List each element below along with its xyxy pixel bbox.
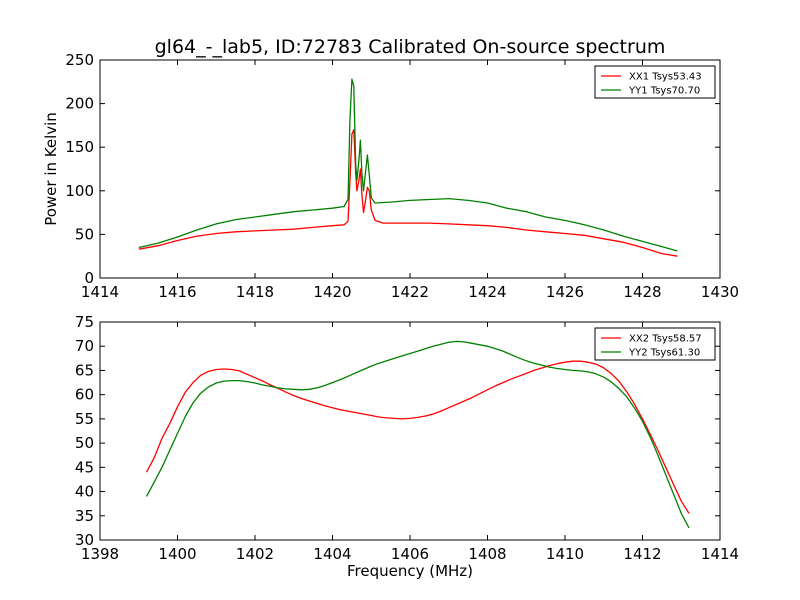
top-x-tick-label: 1422 xyxy=(391,283,429,301)
top-y-tick-label: 200 xyxy=(65,95,94,113)
bottom-legend-label-1: YY2 Tsys61.30 xyxy=(628,348,700,359)
bottom-y-tick-label: 60 xyxy=(75,386,94,404)
y-axis-label: Power in Kelvin xyxy=(42,112,60,226)
bottom-legend-label-0: XX2 Tsys58.57 xyxy=(629,334,702,345)
top-y-tick-label: 0 xyxy=(84,269,94,287)
top-series-line-1 xyxy=(138,78,678,252)
bottom-y-tick-label: 40 xyxy=(75,483,94,501)
bottom-legend: XX2 Tsys58.57 YY2 Tsys61.30 xyxy=(594,327,716,361)
bottom-legend-box xyxy=(594,327,716,361)
top-legend-label-0: XX1 Tsys53.43 xyxy=(629,72,702,83)
bottom-y-tick-label: 30 xyxy=(75,531,94,549)
bottom-x-tick-label: 1410 xyxy=(546,545,584,563)
top-x-tick-label: 1416 xyxy=(158,283,196,301)
bottom-x-tick-label: 1402 xyxy=(236,545,274,563)
bottom-x-tick-label: 1406 xyxy=(391,545,429,563)
bottom-x-tick-label: 1412 xyxy=(623,545,661,563)
bottom-y-tick-label: 35 xyxy=(75,507,94,525)
bottom-x-tick-label: 1400 xyxy=(158,545,196,563)
top-y-tick-label: 250 xyxy=(65,51,94,69)
top-x-tick-label: 1424 xyxy=(468,283,506,301)
bottom-y-tick-label: 50 xyxy=(75,434,94,452)
bottom-y-tick-label: 70 xyxy=(75,337,94,355)
top-x-tick-label: 1430 xyxy=(701,283,739,301)
top-x-tick-label: 1428 xyxy=(623,283,661,301)
x-axis-label: Frequency (MHz) xyxy=(347,562,473,580)
top-series-line-0 xyxy=(138,129,678,257)
top-x-tick-label: 1414 xyxy=(81,283,119,301)
top-x-tick-label: 1418 xyxy=(236,283,274,301)
bottom-series-line-1 xyxy=(145,340,690,529)
bottom-y-tick-label: 75 xyxy=(75,313,94,331)
bottom-series-line-0 xyxy=(145,360,690,514)
bottom-y-tick-label: 65 xyxy=(75,361,94,379)
bottom-x-tick-label: 1404 xyxy=(313,545,351,563)
top-legend-label-1: YY1 Tsys70.70 xyxy=(628,86,700,97)
top-y-tick-label: 100 xyxy=(65,182,94,200)
chart-title: gl64_-_lab5, ID:72783 Calibrated On-sour… xyxy=(155,36,666,58)
bottom-x-tick-label: 1414 xyxy=(701,545,739,563)
top-y-tick-label: 150 xyxy=(65,138,94,156)
bottom-y-tick-label: 55 xyxy=(75,410,94,428)
top-plot: 1414 1416 1418 1420 1422 1424 1426 1428 1430 0 50 1… xyxy=(65,51,739,301)
top-x-tick-label: 1420 xyxy=(313,283,351,301)
top-legend-box xyxy=(594,65,716,99)
bottom-x-tick-label: 1398 xyxy=(81,545,119,563)
top-y-tick-label: 50 xyxy=(75,225,94,243)
bottom-y-tick-label: 45 xyxy=(75,458,94,476)
bottom-x-tick-label: 1408 xyxy=(468,545,506,563)
top-legend: XX1 Tsys53.43 YY1 Tsys70.70 xyxy=(594,65,716,99)
bottom-plot: 1398 1400 1402 1404 1406 1408 1410 1412 1414 30 35… xyxy=(75,313,739,563)
top-x-tick-label: 1426 xyxy=(546,283,584,301)
